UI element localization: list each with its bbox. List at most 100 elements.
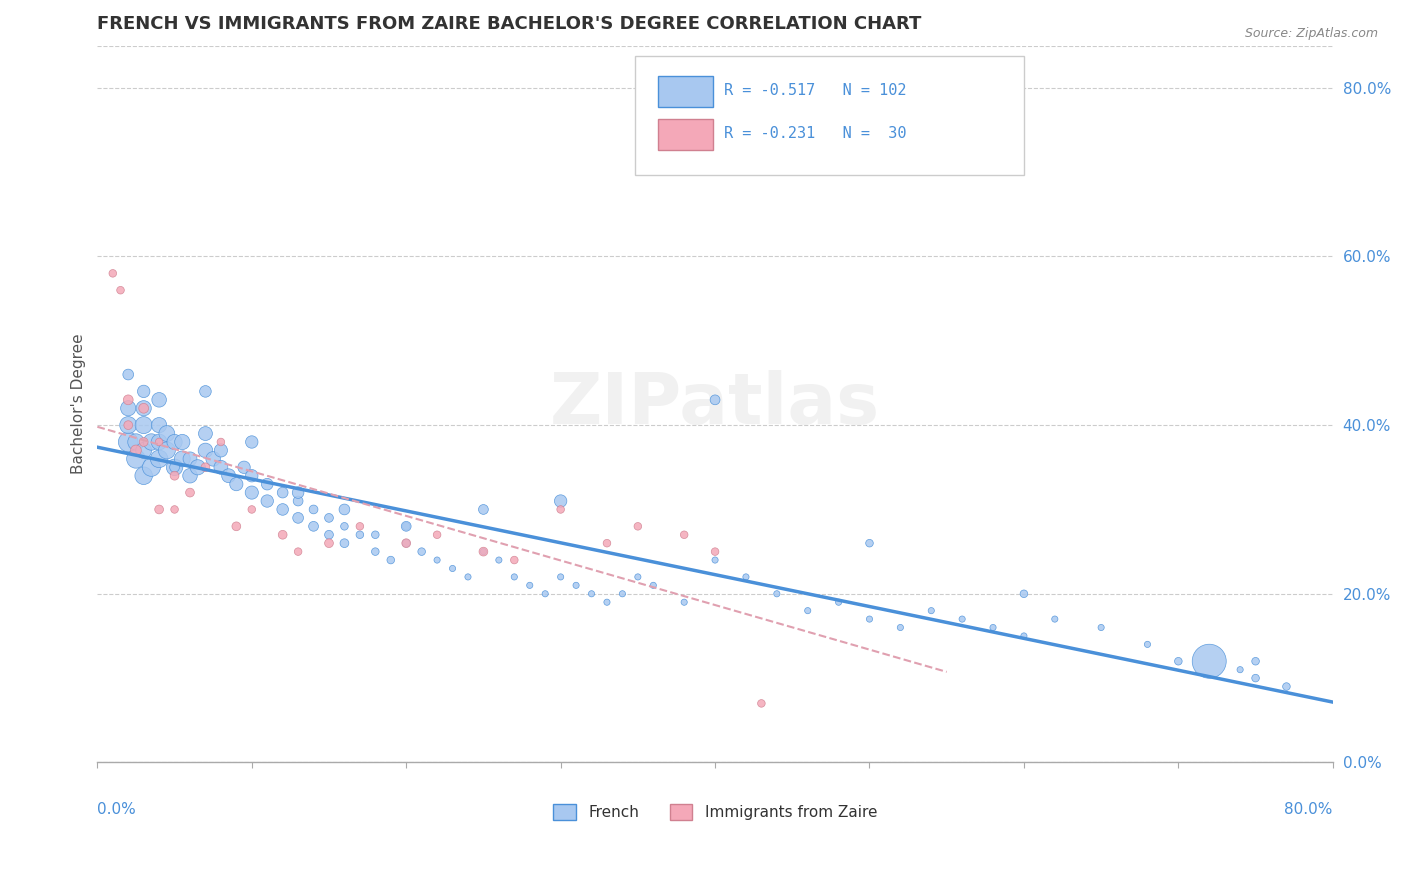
Point bbox=[827, 595, 849, 609]
Point bbox=[225, 477, 247, 491]
Point bbox=[673, 528, 696, 542]
FancyBboxPatch shape bbox=[634, 56, 1024, 175]
Point bbox=[163, 468, 186, 483]
Point bbox=[472, 544, 495, 558]
Point bbox=[218, 468, 240, 483]
Point bbox=[981, 620, 1004, 634]
Point bbox=[163, 460, 186, 475]
Text: ZIPatlas: ZIPatlas bbox=[550, 369, 880, 439]
Point bbox=[225, 519, 247, 533]
Point bbox=[179, 485, 201, 500]
Point bbox=[1167, 654, 1189, 668]
Point bbox=[101, 266, 124, 280]
Text: FRENCH VS IMMIGRANTS FROM ZAIRE BACHELOR'S DEGREE CORRELATION CHART: FRENCH VS IMMIGRANTS FROM ZAIRE BACHELOR… bbox=[97, 15, 922, 33]
Point bbox=[534, 587, 557, 601]
Point bbox=[132, 418, 155, 433]
Point bbox=[163, 460, 186, 475]
Point bbox=[194, 460, 217, 475]
Point bbox=[117, 435, 139, 450]
Point bbox=[163, 435, 186, 450]
Point bbox=[302, 519, 325, 533]
Point bbox=[148, 418, 170, 433]
Point bbox=[194, 443, 217, 458]
Point bbox=[117, 392, 139, 407]
Point bbox=[1012, 587, 1035, 601]
Point bbox=[172, 435, 194, 450]
Point bbox=[233, 460, 256, 475]
Point bbox=[179, 468, 201, 483]
Point bbox=[550, 570, 572, 584]
Point bbox=[441, 561, 464, 575]
Point bbox=[1244, 671, 1267, 685]
Point bbox=[125, 435, 148, 450]
Point bbox=[581, 587, 603, 601]
Point bbox=[550, 494, 572, 508]
FancyBboxPatch shape bbox=[658, 76, 713, 107]
Point bbox=[148, 451, 170, 466]
Point bbox=[125, 443, 148, 458]
Point bbox=[117, 368, 139, 382]
Point bbox=[950, 612, 973, 626]
Point bbox=[550, 502, 572, 516]
Point bbox=[271, 485, 294, 500]
Point bbox=[117, 418, 139, 433]
Point bbox=[141, 435, 163, 450]
Point bbox=[380, 553, 402, 567]
Point bbox=[132, 401, 155, 416]
Point bbox=[643, 578, 665, 592]
Text: 80.0%: 80.0% bbox=[1285, 802, 1333, 817]
Point bbox=[1198, 654, 1220, 668]
Point bbox=[318, 511, 340, 525]
Point bbox=[209, 460, 232, 475]
Point bbox=[519, 578, 541, 592]
Point bbox=[110, 283, 132, 297]
Point bbox=[132, 384, 155, 399]
Point bbox=[1043, 612, 1066, 626]
Point bbox=[287, 511, 309, 525]
Point bbox=[612, 587, 634, 601]
Point bbox=[240, 502, 263, 516]
Point bbox=[627, 519, 650, 533]
Point bbox=[796, 604, 818, 618]
Point bbox=[457, 570, 479, 584]
Point bbox=[287, 494, 309, 508]
Point bbox=[349, 519, 371, 533]
Point bbox=[132, 468, 155, 483]
Point bbox=[565, 578, 588, 592]
Point bbox=[172, 451, 194, 466]
Point bbox=[333, 536, 356, 550]
Point bbox=[187, 460, 209, 475]
FancyBboxPatch shape bbox=[658, 119, 713, 151]
Point bbox=[132, 401, 155, 416]
Point bbox=[1136, 637, 1159, 651]
Text: R = -0.231   N =  30: R = -0.231 N = 30 bbox=[724, 127, 907, 141]
Point bbox=[1275, 680, 1298, 694]
Point bbox=[302, 502, 325, 516]
Point bbox=[271, 502, 294, 516]
Point bbox=[488, 553, 510, 567]
Point bbox=[117, 418, 139, 433]
Point bbox=[271, 528, 294, 542]
Point bbox=[1229, 663, 1251, 677]
Point bbox=[596, 595, 619, 609]
Point bbox=[364, 528, 387, 542]
Point bbox=[194, 384, 217, 399]
Point bbox=[156, 426, 179, 441]
Point bbox=[202, 451, 225, 466]
Point bbox=[395, 519, 418, 533]
Point bbox=[163, 502, 186, 516]
Point bbox=[858, 536, 880, 550]
Point bbox=[148, 392, 170, 407]
Point bbox=[889, 620, 911, 634]
Point bbox=[426, 528, 449, 542]
Point bbox=[395, 536, 418, 550]
Point bbox=[704, 544, 727, 558]
Point bbox=[395, 519, 418, 533]
Point bbox=[426, 553, 449, 567]
Point bbox=[318, 536, 340, 550]
Point bbox=[240, 435, 263, 450]
Point bbox=[1244, 654, 1267, 668]
Point bbox=[704, 553, 727, 567]
Point bbox=[148, 502, 170, 516]
Point bbox=[240, 468, 263, 483]
